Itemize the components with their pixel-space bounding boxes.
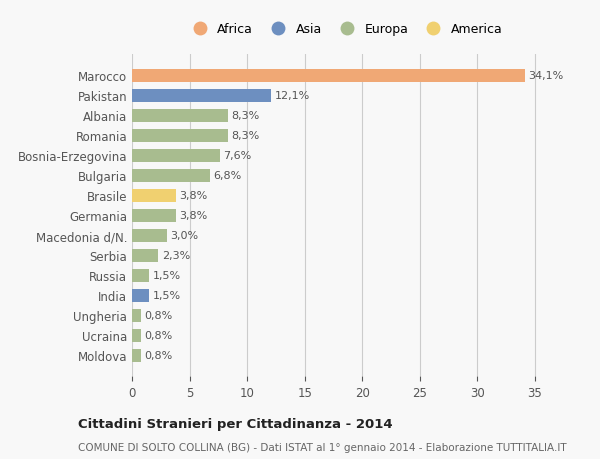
Text: 1,5%: 1,5% [153, 291, 181, 301]
Bar [132, 189, 176, 202]
Text: 0,8%: 0,8% [145, 310, 173, 320]
Text: 1,5%: 1,5% [153, 270, 181, 280]
Bar [132, 209, 176, 222]
Text: 0,8%: 0,8% [145, 350, 173, 360]
Bar [132, 309, 141, 322]
Bar [132, 110, 227, 123]
Text: 3,8%: 3,8% [179, 191, 208, 201]
Bar [132, 169, 210, 182]
Bar [132, 150, 220, 162]
Text: 12,1%: 12,1% [275, 91, 310, 101]
Text: 8,3%: 8,3% [231, 131, 259, 141]
Bar [132, 349, 141, 362]
Bar [132, 329, 141, 342]
Text: 6,8%: 6,8% [214, 171, 242, 181]
Text: 7,6%: 7,6% [223, 151, 251, 161]
Text: 8,3%: 8,3% [231, 111, 259, 121]
Legend: Africa, Asia, Europa, America: Africa, Asia, Europa, America [184, 20, 506, 40]
Bar [132, 129, 227, 142]
Text: 34,1%: 34,1% [528, 71, 563, 81]
Text: 0,8%: 0,8% [145, 330, 173, 340]
Text: 2,3%: 2,3% [162, 251, 190, 261]
Bar [132, 269, 149, 282]
Text: 3,8%: 3,8% [179, 211, 208, 221]
Bar [132, 289, 149, 302]
Bar [132, 249, 158, 262]
Text: COMUNE DI SOLTO COLLINA (BG) - Dati ISTAT al 1° gennaio 2014 - Elaborazione TUTT: COMUNE DI SOLTO COLLINA (BG) - Dati ISTA… [78, 442, 566, 452]
Text: 3,0%: 3,0% [170, 231, 198, 241]
Bar [132, 229, 167, 242]
Text: Cittadini Stranieri per Cittadinanza - 2014: Cittadini Stranieri per Cittadinanza - 2… [78, 417, 392, 430]
Bar [132, 90, 271, 102]
Bar [132, 70, 524, 83]
